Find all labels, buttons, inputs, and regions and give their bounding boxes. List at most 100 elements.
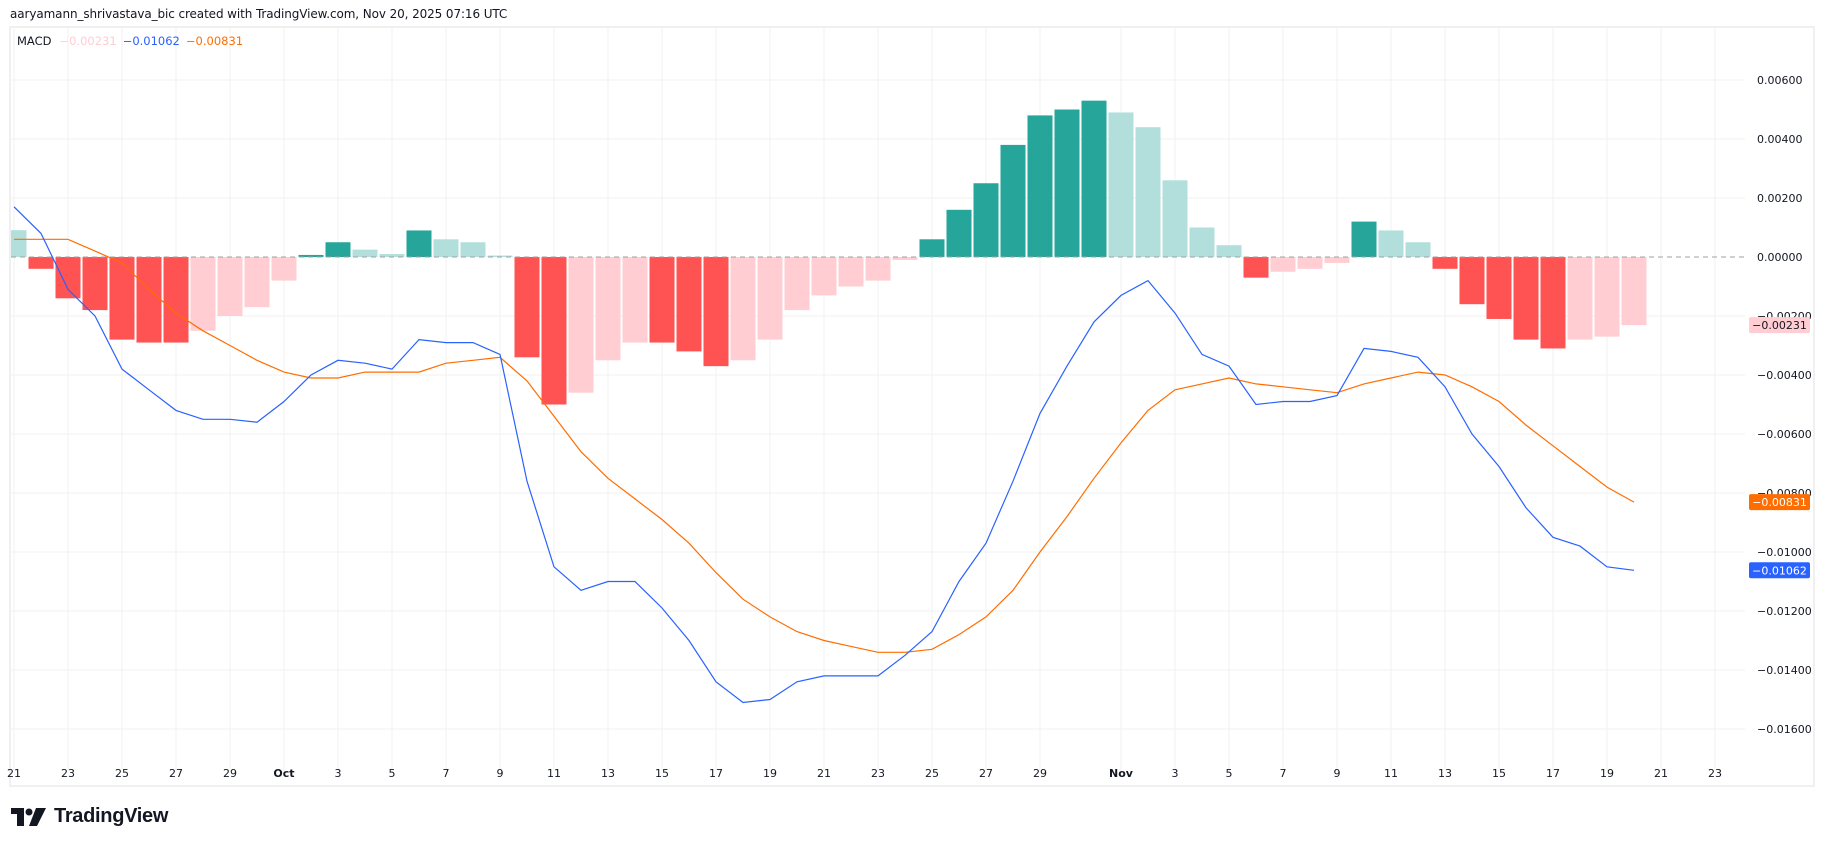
y-tick-label: −0.01600 [1757,723,1812,736]
histogram-bar [973,183,999,257]
histogram-bar [1378,230,1404,257]
y-tick-label: 0.00000 [1757,251,1803,264]
x-tick-label: 23 [61,767,75,780]
histogram-bar [541,257,567,405]
histogram-bar [1594,257,1620,337]
x-tick-label: 27 [169,767,183,780]
x-tick-label: 27 [979,767,993,780]
x-tick-label: 15 [1492,767,1506,780]
histogram-bar [163,257,189,343]
price-badge-label: −0.00231 [1752,319,1807,332]
x-tick-label: 19 [763,767,777,780]
x-tick-label: 19 [1600,767,1614,780]
histogram-bar [1567,257,1593,340]
histogram-bar [622,257,648,343]
x-tick-label: 11 [1384,767,1398,780]
histogram-bar [919,239,945,257]
price-badge [1749,562,1810,579]
x-tick-label: Nov [1109,767,1134,780]
price-badge-label: −0.00831 [1752,496,1807,509]
x-tick-label: 21 [7,767,21,780]
histogram-bar [1621,257,1647,326]
histogram-bar [1135,127,1161,257]
histogram-bar [1216,245,1242,257]
histogram-bar [109,257,135,340]
price-badge [1749,494,1810,511]
histogram-bar [1054,109,1080,257]
signal-line [14,238,1635,653]
chart-attribution: aaryamann_shrivastava_bic created with T… [10,7,508,21]
legend-histogram-value: −0.00231 [59,34,117,48]
histogram-bar [244,257,270,308]
histogram-bar [730,257,756,361]
tradingview-logo[interactable]: TradingView [11,805,168,828]
histogram-bar [1081,100,1107,258]
x-tick-label: 3 [335,767,342,780]
histogram-bar [1351,221,1377,257]
histogram-bar [406,230,432,257]
x-tick-label: 25 [925,767,939,780]
histogram-bar [1027,115,1053,258]
x-tick-label: Oct [273,767,294,780]
price-badges: −0.00231 −0.00831 −0.01062 [1749,317,1810,579]
y-tick-label: −0.01200 [1757,605,1812,618]
x-tick-label: 21 [1654,767,1668,780]
histogram-bar [1189,227,1215,257]
histogram-bar [595,257,621,361]
y-tick-label: 0.00400 [1757,133,1803,146]
tradingview-logo-icon [11,807,46,826]
legend-indicator-name[interactable]: MACD [17,34,52,48]
price-badge-label: −0.01062 [1752,564,1807,577]
time-axis[interactable]: 21 23 25 27 29 Oct 3 5 7 9 11 13 15 17 19 21 23 25 27 29 Nov… [7,767,1722,780]
histogram-bar [82,257,108,311]
histogram-bar [217,257,243,316]
grid-lines [11,28,1745,771]
price-axis[interactable]: 0.006000.004000.002000.00000−0.00200−0.0… [1757,74,1812,736]
chart-frame [9,26,1815,787]
histogram-bar [676,257,702,352]
histogram-bar [1270,257,1296,272]
x-tick-label: 5 [389,767,396,780]
tradingview-logo-text: TradingView [54,805,169,827]
histogram-bar [325,242,351,257]
legend-signal-value: −0.00831 [185,34,244,48]
histogram-bar [649,257,675,343]
x-tick-label: 17 [709,767,723,780]
histogram-bars [11,100,1647,405]
histogram-bar [1324,257,1350,263]
histogram-bar [568,257,594,393]
indicator-legend[interactable]: MACD −0.00231 −0.01062 −0.00831 [17,34,243,48]
histogram-bar [1162,180,1188,257]
macd-line [13,206,1635,704]
histogram-bar [1513,257,1539,340]
x-tick-label: 29 [223,767,237,780]
y-tick-label: 0.00600 [1757,74,1803,87]
histogram-bar [55,257,81,299]
histogram-bar [352,249,378,257]
x-tick-label: 9 [497,767,504,780]
y-tick-label: −0.00600 [1757,428,1812,441]
y-tick-label: −0.01000 [1757,546,1812,559]
histogram-bar [757,257,783,340]
x-tick-label: 3 [1172,767,1179,780]
histogram-bar [865,257,891,281]
price-badge [1749,317,1810,334]
histogram-bar [1486,257,1512,319]
histogram-bar [1297,257,1323,269]
histogram-bar [28,257,54,269]
histogram-bar [1000,144,1026,257]
histogram-bar [811,257,837,296]
histogram-bar [136,257,162,343]
histogram-bar [433,239,459,257]
x-tick-label: 29 [1033,767,1047,780]
x-tick-label: 13 [1438,767,1452,780]
histogram-bar [1459,257,1485,305]
x-tick-label: 21 [817,767,831,780]
x-tick-label: 11 [547,767,561,780]
histogram-bar [514,257,540,358]
histogram-bar [946,209,972,257]
y-tick-label: −0.01400 [1757,664,1812,677]
histogram-bar [1405,242,1431,257]
histogram-bar [703,257,729,367]
